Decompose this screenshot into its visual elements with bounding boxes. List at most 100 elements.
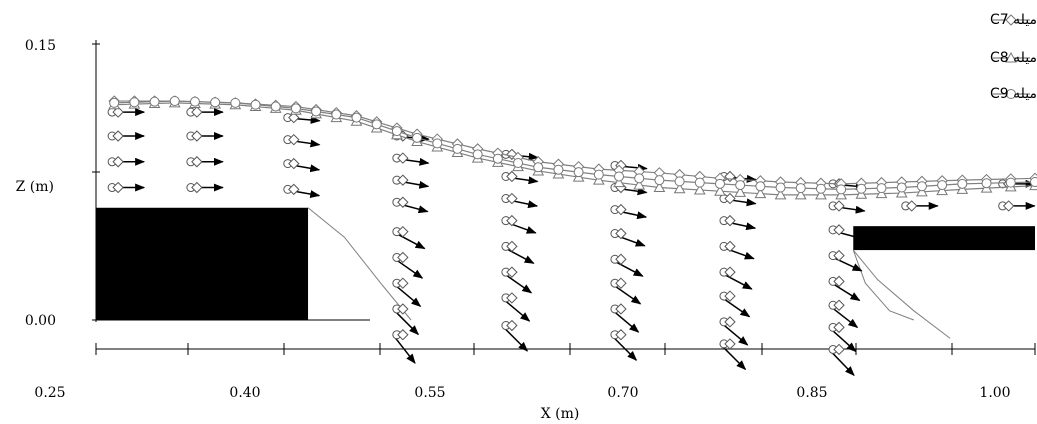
velocity-vector: [610, 329, 638, 361]
data-point: [533, 162, 544, 173]
velocity-vector: [719, 214, 757, 231]
velocity-vector: [501, 319, 529, 352]
data-point: [956, 183, 969, 194]
data-point: [270, 101, 281, 112]
data-point: [795, 183, 806, 194]
velocity-vector: [392, 303, 420, 336]
data-point: [391, 126, 402, 137]
velocity-vector: [610, 277, 642, 305]
data-point: [492, 153, 503, 164]
x-tick-label: 0.40: [229, 385, 260, 401]
data-point: [735, 180, 746, 191]
obstacles: [96, 207, 1035, 320]
data-point: [876, 183, 887, 194]
data-point: [129, 97, 140, 108]
x-tick-label: 0.55: [414, 385, 445, 401]
velocity-vector: [719, 290, 751, 318]
velocity-vector: [828, 224, 865, 241]
velocity-vector: [283, 133, 321, 148]
x-axis-title: X (m): [541, 406, 580, 422]
velocity-vector: [186, 106, 224, 118]
data-point: [1005, 177, 1016, 188]
upstream-nappe: [307, 207, 412, 321]
legend-marker: [1006, 89, 1016, 99]
velocity-vector: [392, 174, 430, 189]
y-tick-label: 0.00: [25, 313, 56, 329]
data-point: [673, 182, 686, 194]
velocity-vector: [719, 192, 757, 207]
data-point: [775, 182, 786, 193]
velocity-vector: [998, 200, 1036, 212]
velocity-vector: [392, 277, 422, 307]
velocity-vector: [501, 214, 537, 234]
data-point: [189, 96, 200, 107]
velocity-vector: [719, 240, 755, 260]
data-point: [432, 138, 443, 149]
velocity-vector: [186, 130, 224, 142]
data-point: [250, 99, 261, 110]
legend-entry: پروفیل سطح آب بر روی کف مشبک با مقطع میل…: [990, 11, 1037, 28]
data-point: [351, 112, 362, 123]
data-point: [290, 103, 301, 114]
x-tick-label: 0.85: [796, 385, 827, 401]
velocity-vector: [107, 181, 146, 194]
legend-marker: [1005, 14, 1017, 26]
velocity-vector: [392, 152, 430, 166]
velocity-vector: [283, 183, 321, 198]
data-point: [714, 178, 725, 189]
data-point: [916, 181, 927, 192]
x-tick-label: 0.25: [34, 385, 65, 401]
velocity-vector: [828, 249, 863, 272]
data-point: [592, 174, 605, 185]
velocity-vector: [392, 329, 416, 364]
data-point: [835, 188, 847, 200]
data-point: [331, 109, 342, 120]
series-9: [109, 96, 1037, 195]
velocity-vector: [501, 240, 535, 264]
velocity-vector: [186, 181, 224, 194]
data-point: [896, 182, 907, 193]
data-point: [693, 183, 706, 195]
data-point: [714, 185, 726, 196]
data-point: [633, 179, 646, 190]
data-point: [371, 119, 382, 130]
velocity-vector: [501, 192, 539, 209]
data-point: [654, 175, 665, 186]
velocity-vector: [719, 266, 753, 290]
legend-label: پروفیل سطح آب بر روی کف مشبک با مقطع میل…: [990, 11, 1037, 28]
velocity-vector: [283, 111, 321, 124]
series-line: [114, 100, 1036, 185]
velocity-vector: [828, 321, 857, 353]
legend-entry: پروفیل سطح آب بر روی کف مشبک با مقطع میل…: [990, 85, 1037, 102]
y-axis-title: Z (m): [16, 179, 54, 195]
velocity-vector: [501, 170, 539, 185]
velocity-vector: [283, 157, 321, 173]
data-point: [210, 97, 221, 108]
data-point: [936, 184, 948, 196]
y-tick-label: 0.15: [25, 38, 56, 54]
velocity-vector: [107, 156, 146, 168]
legend: پروفیل سطح آب بر روی کف مشبک با مقطع میل…: [560, 4, 1037, 116]
data-point: [472, 149, 483, 160]
downstream-nappe-upper: [852, 249, 951, 339]
data-point: [149, 96, 160, 107]
velocity-vector: [828, 200, 866, 214]
x-tick-label: 1.00: [979, 385, 1010, 401]
upstream-block: [96, 207, 309, 320]
data-point: [836, 184, 847, 195]
data-point: [169, 96, 180, 107]
data-point: [311, 106, 322, 117]
data-point: [734, 186, 747, 197]
tick-labels: 0.25 0.40 0.55 0.70 0.85 1.00 0.15 0.00: [25, 38, 1036, 401]
data-point: [593, 169, 604, 180]
velocity-vector: [610, 227, 646, 247]
downstream-block: [853, 226, 1035, 251]
velocity-vector: [186, 156, 224, 168]
velocity-vector: [610, 253, 644, 277]
legend-background: [560, 4, 1035, 116]
data-point: [230, 97, 241, 108]
series-line: [114, 100, 1036, 190]
data-point: [613, 176, 625, 188]
data-point: [856, 183, 867, 194]
